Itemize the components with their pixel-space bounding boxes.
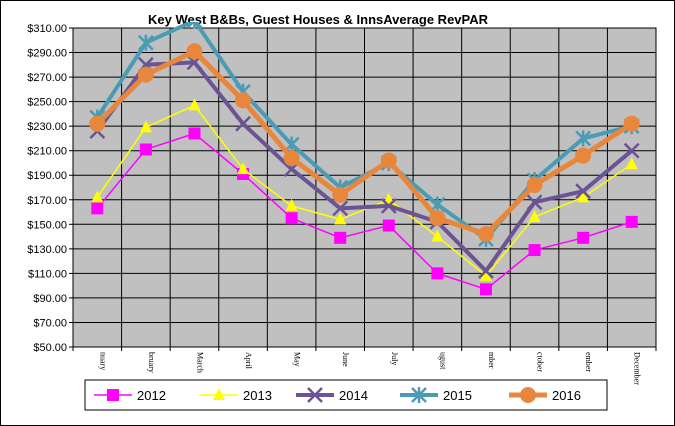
x-tick-label: December	[633, 352, 642, 385]
data-point	[237, 162, 250, 175]
y-tick-label: $70.00	[33, 317, 67, 329]
y-tick-label: $270.00	[27, 72, 67, 84]
data-point	[577, 231, 590, 244]
y-tick-label: $150.00	[27, 219, 67, 231]
plot-border	[72, 27, 657, 348]
chart-title: Key West B&Bs, Guest Houses & InnsAverag…	[148, 12, 489, 27]
data-point	[188, 98, 201, 111]
series-line	[96, 104, 633, 277]
data-point	[528, 244, 541, 257]
y-tick-label: $50.00	[33, 342, 67, 354]
data-point	[623, 142, 640, 159]
data-point	[526, 177, 543, 194]
y-tick-label: $310.00	[27, 23, 67, 35]
data-point	[380, 152, 397, 169]
y-axis-ticks: $50.00 $70.00 $90.00 $110.00 $130.00 $150.00 $…	[27, 23, 67, 354]
data-point	[526, 194, 543, 211]
y-tick-label: $290.00	[27, 48, 67, 60]
data-point	[429, 210, 446, 227]
x-tick-label: bruary	[147, 352, 156, 373]
legend-marker	[307, 387, 323, 403]
y-tick-label: $110.00	[28, 268, 67, 280]
x-tick-label: March	[195, 352, 204, 373]
data-point	[625, 157, 638, 170]
data-point	[575, 147, 592, 164]
legend-label: 2016	[552, 388, 581, 403]
data-point	[186, 22, 203, 29]
data-point	[334, 212, 347, 225]
y-tick-label: $130.00	[27, 244, 67, 256]
legend-label: 2012	[137, 388, 166, 403]
legend-label: 2015	[443, 388, 472, 403]
series-line	[96, 132, 632, 291]
x-tick-label: April	[244, 352, 253, 370]
data-point	[235, 92, 252, 109]
legend-marker	[411, 387, 427, 403]
legend-item-2014: 2014	[296, 387, 368, 403]
data-point	[431, 267, 444, 280]
x-tick-label: July	[390, 352, 399, 365]
y-tick-label: $190.00	[27, 170, 67, 182]
legend-item-2015: 2015	[400, 387, 472, 403]
y-tick-label: $230.00	[27, 121, 67, 133]
legend-item-2012: 2012	[94, 388, 166, 403]
data-point	[139, 143, 152, 156]
data-point	[137, 34, 154, 51]
y-tick-label: $250.00	[27, 97, 67, 109]
x-tick-label: June	[341, 352, 350, 367]
x-tick-label: May	[293, 352, 302, 367]
data-point	[477, 226, 494, 243]
x-axis-ticks: nuary bruary March April May June July ugust mbe…	[98, 352, 641, 385]
data-point	[478, 263, 494, 279]
data-point	[382, 219, 395, 232]
legend-marker	[213, 388, 225, 400]
legend-label: 2013	[243, 388, 272, 403]
data-point	[577, 190, 590, 203]
data-point	[479, 268, 492, 281]
data-point	[139, 120, 152, 133]
data-point	[575, 130, 592, 147]
data-point	[285, 198, 298, 211]
data-point	[91, 190, 104, 203]
data-point	[431, 229, 444, 242]
series-line	[95, 60, 633, 273]
data-point	[91, 202, 104, 215]
data-point	[380, 198, 397, 214]
x-tick-label: ctober	[536, 352, 545, 372]
data-point	[575, 183, 592, 200]
series-lines	[89, 22, 640, 296]
data-point	[283, 150, 300, 167]
data-point	[235, 115, 251, 132]
legend-item-2013: 2013	[200, 388, 272, 403]
data-point	[479, 283, 492, 296]
y-tick-label: $210.00	[27, 146, 67, 158]
data-point	[285, 212, 298, 225]
data-point	[188, 127, 201, 140]
legend-label: 2014	[339, 388, 368, 403]
data-point	[332, 200, 349, 217]
y-tick-label: $90.00	[33, 293, 67, 305]
x-tick-label: ember	[584, 352, 593, 372]
plot-area	[69, 27, 657, 351]
data-point	[137, 66, 154, 83]
data-point	[332, 186, 349, 203]
legend-marker	[520, 387, 536, 403]
data-point	[623, 115, 640, 132]
data-point	[186, 43, 203, 60]
series-line	[95, 48, 634, 237]
data-point	[625, 215, 638, 228]
data-point	[89, 115, 106, 132]
data-point	[528, 209, 541, 222]
series-2016	[89, 43, 640, 243]
x-tick-label: ugust	[438, 352, 447, 370]
data-point	[334, 231, 347, 244]
legend-marker	[107, 389, 119, 401]
legend-item-2016: 2016	[509, 387, 581, 403]
x-tick-label: nuary	[98, 352, 107, 370]
legend: 2012 2013 2014 2015 2016	[84, 379, 608, 411]
y-tick-label: $170.00	[27, 195, 67, 207]
x-tick-label: mber	[487, 352, 496, 369]
